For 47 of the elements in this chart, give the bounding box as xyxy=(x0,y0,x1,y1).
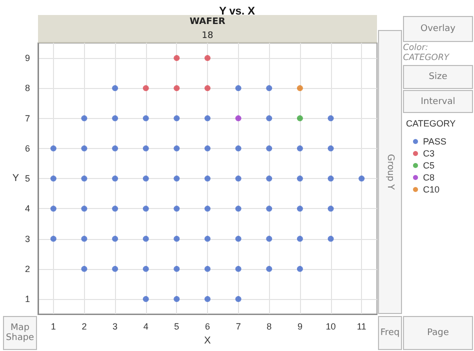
x-tick-label: 10 xyxy=(326,322,336,332)
y-axis-title: Y xyxy=(12,173,20,184)
point xyxy=(174,85,180,92)
y-tick-label: 3 xyxy=(24,234,30,244)
text: Overlay xyxy=(403,16,473,42)
y-tick-label: 4 xyxy=(24,204,30,214)
x-tick-label: 4 xyxy=(143,322,148,332)
x-tick-label: 11 xyxy=(356,322,366,332)
point xyxy=(296,85,303,92)
text: Map Shape xyxy=(3,316,37,350)
legend-label: C10 xyxy=(423,184,440,194)
x-tick-label: 6 xyxy=(204,322,210,332)
x-tick-label: 8 xyxy=(266,322,272,332)
chart-subtitle: WAFER xyxy=(38,15,377,30)
text: Size xyxy=(403,65,473,89)
legend-label: C3 xyxy=(423,148,435,158)
text: Group Y xyxy=(378,30,402,314)
y-tick-label: 8 xyxy=(24,83,30,94)
text: Freq xyxy=(378,316,402,350)
text: Page xyxy=(403,316,473,350)
text: Interval xyxy=(403,90,473,113)
point xyxy=(142,85,149,92)
point xyxy=(204,55,210,62)
point xyxy=(296,115,303,122)
y-tick-label: 2 xyxy=(24,264,30,274)
x-tick-label: 2 xyxy=(82,322,87,332)
text: Color: CATEGORY xyxy=(403,43,450,63)
x-tick-label: 7 xyxy=(236,322,241,332)
legend-label: C8 xyxy=(423,172,435,182)
x-tick-label: 5 xyxy=(174,322,180,332)
x-tick-label: 3 xyxy=(112,322,118,332)
x-tick-label: 1 xyxy=(50,322,56,332)
y-tick-label: 6 xyxy=(24,143,30,154)
point xyxy=(174,55,180,62)
legend-label: C5 xyxy=(423,160,435,170)
point xyxy=(204,85,210,92)
text: 18 xyxy=(38,29,377,43)
legend-label: PASS xyxy=(423,136,446,146)
y-tick-label: 9 xyxy=(24,53,30,64)
point xyxy=(235,115,242,122)
x-tick-label: 9 xyxy=(297,322,302,332)
y-tick-label: 1 xyxy=(24,294,30,304)
legend-title: CATEGORY xyxy=(406,118,456,128)
chart-title: Y vs. X xyxy=(219,6,256,18)
y-tick-label: 5 xyxy=(24,174,30,184)
y-tick-label: 7 xyxy=(24,113,30,124)
x-axis-title: X xyxy=(204,336,212,346)
